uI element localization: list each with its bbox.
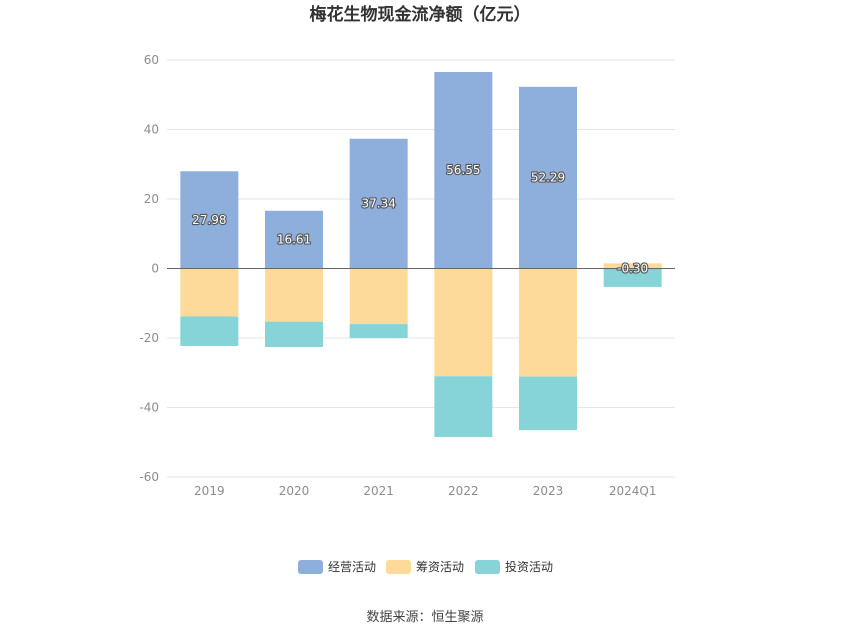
data-labels: 27.98 16.61 37.34 56.55 52.29 -0.30 — [191, 162, 649, 276]
x-tick-label: 2021 — [363, 484, 394, 498]
bars — [180, 71, 662, 438]
x-tick-label: 2020 — [279, 484, 310, 498]
legend-label: 筹资活动 — [416, 560, 464, 574]
bar-operating[interactable] — [265, 210, 323, 269]
y-tick-label: 60 — [144, 53, 159, 67]
data-label: 52.29 — [531, 171, 565, 185]
y-axis: 60 40 20 0 -20 -40 -60 — [139, 53, 159, 484]
y-tick-label: -20 — [139, 331, 159, 345]
bar-operating[interactable] — [434, 71, 493, 269]
bar-financing[interactable] — [349, 268, 408, 325]
bar-operating[interactable] — [180, 171, 239, 269]
y-tick-label: 40 — [144, 123, 159, 137]
legend-item[interactable]: 筹资活动 — [386, 560, 464, 574]
bar-investing[interactable] — [434, 376, 493, 438]
y-tick-label: -60 — [139, 470, 159, 484]
bar-financing[interactable] — [603, 263, 662, 269]
x-tick-label: 2022 — [448, 484, 479, 498]
legend-item[interactable]: 投资活动 — [475, 559, 553, 574]
bar-financing[interactable] — [434, 268, 493, 377]
data-label: 27.98 — [192, 213, 226, 227]
y-tick-label: -40 — [139, 401, 159, 415]
x-tick-label: 2024Q1 — [609, 484, 657, 498]
bar-investing[interactable] — [180, 316, 239, 346]
legend-swatch — [298, 560, 323, 574]
bar-operating[interactable] — [603, 268, 662, 270]
data-label: 37.34 — [361, 197, 395, 211]
x-tick-label: 2019 — [194, 484, 225, 498]
x-tick-label: 2023 — [533, 484, 564, 498]
legend-label: 投资活动 — [505, 559, 553, 574]
source-note: 数据来源：恒生聚源 — [366, 610, 483, 625]
bar-financing[interactable] — [265, 268, 323, 322]
data-label: 56.55 — [446, 163, 480, 177]
y-tick-label: 0 — [151, 262, 159, 276]
chart-title: 梅花生物现金流净额（亿元） — [310, 4, 531, 25]
data-label: 16.61 — [277, 233, 311, 247]
bar-investing[interactable] — [265, 321, 323, 348]
bar-operating[interactable] — [519, 86, 577, 269]
x-axis: 2019 2020 2021 2022 2023 2024Q1 — [194, 484, 656, 498]
bar-investing[interactable] — [349, 324, 408, 338]
bar-investing[interactable] — [519, 376, 577, 431]
legend-swatch — [386, 560, 411, 574]
legend-swatch — [475, 560, 500, 574]
legend-item[interactable]: 经营活动 — [298, 560, 376, 574]
legend-label: 经营活动 — [328, 560, 376, 574]
data-label: -0.30 — [617, 262, 648, 276]
legend[interactable]: 经营活动 筹资活动 投资活动 — [298, 559, 553, 574]
bar-financing[interactable] — [519, 268, 577, 377]
bar-investing[interactable] — [603, 269, 662, 287]
bar-operating[interactable] — [349, 138, 408, 269]
bar-financing[interactable] — [180, 268, 239, 317]
y-tick-label: 20 — [144, 192, 159, 206]
